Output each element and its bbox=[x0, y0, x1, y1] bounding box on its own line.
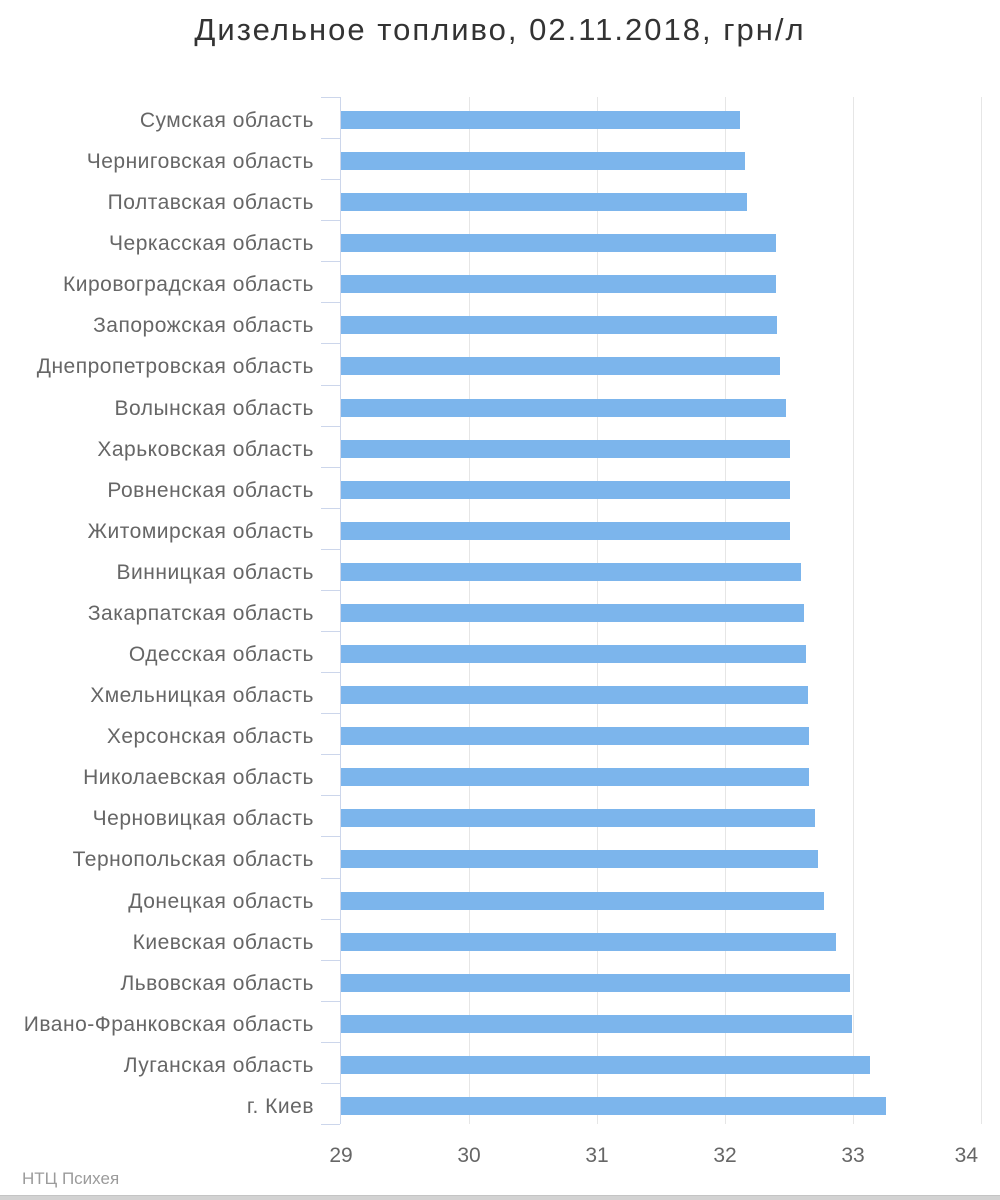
y-axis-tick bbox=[321, 589, 340, 591]
category-label: Ровненская область bbox=[107, 478, 314, 502]
y-axis-tick bbox=[321, 261, 340, 263]
category-label: Тернопольская область bbox=[72, 848, 314, 872]
y-axis-tick bbox=[321, 384, 340, 386]
chart-title: Дизельное топливо, 02.11.2018, грн/л bbox=[194, 12, 806, 47]
y-axis-tick bbox=[321, 1041, 340, 1043]
y-axis-tick bbox=[321, 1000, 340, 1002]
bar[interactable] bbox=[341, 398, 787, 417]
bar[interactable] bbox=[341, 480, 791, 499]
y-axis-tick bbox=[321, 754, 340, 756]
gridline bbox=[852, 97, 854, 1124]
window-bottom-edge bbox=[0, 1195, 1000, 1200]
y-axis-tick bbox=[321, 836, 340, 838]
y-axis-tick bbox=[321, 877, 340, 879]
category-label: Львовская область bbox=[120, 971, 314, 995]
bar[interactable] bbox=[341, 932, 837, 951]
x-axis-tick-label: 31 bbox=[585, 1144, 609, 1167]
bar[interactable] bbox=[341, 603, 805, 622]
y-axis-tick bbox=[321, 138, 340, 140]
category-label: Запорожская область bbox=[93, 314, 314, 338]
category-label: Волынская область bbox=[114, 396, 314, 420]
category-label: Одесская область bbox=[128, 643, 314, 667]
category-label: Полтавская область bbox=[107, 191, 314, 215]
bar[interactable] bbox=[341, 768, 810, 787]
category-label: Винницкая область bbox=[116, 560, 314, 584]
category-label: Днепропетровская область bbox=[36, 355, 314, 379]
bar[interactable] bbox=[341, 645, 806, 664]
category-label: Ивано-Франковская область bbox=[23, 1012, 314, 1036]
bar[interactable] bbox=[341, 562, 801, 581]
bar[interactable] bbox=[341, 111, 741, 129]
bar[interactable] bbox=[341, 891, 824, 910]
bar[interactable] bbox=[341, 357, 781, 376]
bar[interactable] bbox=[341, 1055, 870, 1074]
y-axis-tick bbox=[321, 425, 340, 427]
x-axis-tick-label: 30 bbox=[457, 1144, 481, 1167]
bar[interactable] bbox=[341, 1014, 852, 1033]
x-axis-tick-label: 32 bbox=[713, 1144, 737, 1167]
y-axis-tick bbox=[321, 918, 340, 920]
bar[interactable] bbox=[341, 439, 791, 458]
category-label: Николаевская область bbox=[83, 766, 314, 790]
bar[interactable] bbox=[341, 316, 778, 335]
y-axis-tick bbox=[321, 548, 340, 550]
x-axis-tick-label: 33 bbox=[841, 1144, 865, 1167]
x-axis-tick-label: 29 bbox=[329, 1144, 353, 1167]
bar[interactable] bbox=[341, 152, 746, 171]
category-label: Закарпатская область bbox=[87, 601, 314, 625]
y-axis-tick bbox=[321, 343, 340, 345]
bar[interactable] bbox=[341, 850, 819, 869]
x-axis-tick-label: 34 bbox=[954, 1144, 978, 1167]
bar[interactable] bbox=[341, 973, 851, 992]
bar[interactable] bbox=[341, 1096, 887, 1115]
bar[interactable] bbox=[341, 234, 777, 253]
y-axis-tick bbox=[321, 97, 340, 98]
category-label: Кировоградская область bbox=[63, 273, 314, 297]
bar[interactable] bbox=[341, 275, 777, 294]
y-axis-tick bbox=[321, 959, 340, 961]
category-label: г. Киев bbox=[246, 1094, 314, 1118]
y-axis-line bbox=[340, 97, 341, 1124]
bar[interactable] bbox=[341, 686, 809, 705]
y-axis-tick bbox=[321, 220, 340, 222]
category-label: Хмельницкая область bbox=[90, 684, 314, 708]
category-label: Херсонская область bbox=[106, 725, 314, 749]
y-axis-tick bbox=[321, 672, 340, 674]
category-label: Харьковская область bbox=[97, 437, 314, 461]
y-axis-tick bbox=[321, 466, 340, 468]
y-axis-tick bbox=[321, 507, 340, 509]
credits-label: НТЦ Психея bbox=[22, 1169, 120, 1188]
bar[interactable] bbox=[341, 521, 791, 540]
bar[interactable] bbox=[341, 193, 747, 212]
bar[interactable] bbox=[341, 809, 815, 828]
category-label: Черниговская область bbox=[86, 150, 314, 174]
y-axis-tick bbox=[321, 1082, 340, 1084]
y-axis-tick bbox=[321, 179, 340, 181]
category-label: Черновицкая область bbox=[92, 807, 314, 831]
y-axis-tick bbox=[321, 1124, 340, 1125]
y-axis-tick bbox=[321, 302, 340, 304]
y-axis-tick bbox=[321, 795, 340, 797]
category-label: Киевская область bbox=[132, 930, 314, 954]
bar[interactable] bbox=[341, 727, 810, 746]
category-label: Сумская область bbox=[139, 109, 314, 132]
category-label: Черкасская область bbox=[109, 232, 314, 256]
category-label: Житомирская область bbox=[87, 519, 314, 543]
gridline bbox=[980, 97, 982, 1124]
y-axis-tick bbox=[321, 631, 340, 633]
category-label: Донецкая область bbox=[128, 889, 314, 913]
y-axis-tick bbox=[321, 713, 340, 715]
category-label: Луганская область bbox=[123, 1053, 314, 1077]
